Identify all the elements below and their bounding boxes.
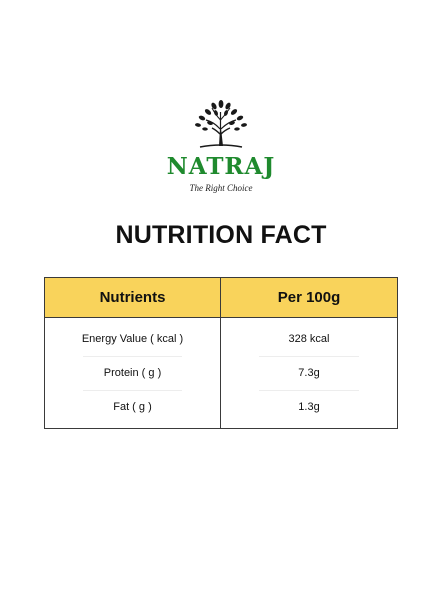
nutrition-table: Nutrients Per 100g Energy Value ( kcal )…	[44, 277, 398, 429]
nutrient-value-protein: 7.3g	[221, 356, 397, 390]
brand-logo: NATRAJ The Right Choice	[0, 98, 442, 198]
brand-name: NATRAJ	[166, 153, 276, 180]
header-per-100g: Per 100g	[277, 289, 341, 306]
nutrient-column: Energy Value ( kcal ) Protein ( g ) Fat …	[45, 318, 221, 428]
nutrient-value-fat: 1.3g	[221, 390, 397, 424]
nutrient-value-energy: 328 kcal	[288, 333, 330, 345]
nutrient-name-energy: Energy Value ( kcal )	[81, 333, 184, 345]
table-header: Nutrients Per 100g	[45, 278, 397, 318]
header-nutrients: Nutrients	[45, 278, 221, 317]
nutrient-name-fat: Fat ( g )	[45, 390, 220, 424]
value-column: 328 kcal 7.3g 1.3g	[221, 318, 397, 428]
tree-icon	[195, 100, 247, 148]
brand-tagline: The Right Choice	[189, 183, 253, 193]
page-title: NUTRITION FACT	[115, 221, 327, 249]
nutrient-name-protein: Protein ( g )	[45, 356, 220, 390]
table-body: Energy Value ( kcal ) Protein ( g ) Fat …	[45, 318, 397, 428]
